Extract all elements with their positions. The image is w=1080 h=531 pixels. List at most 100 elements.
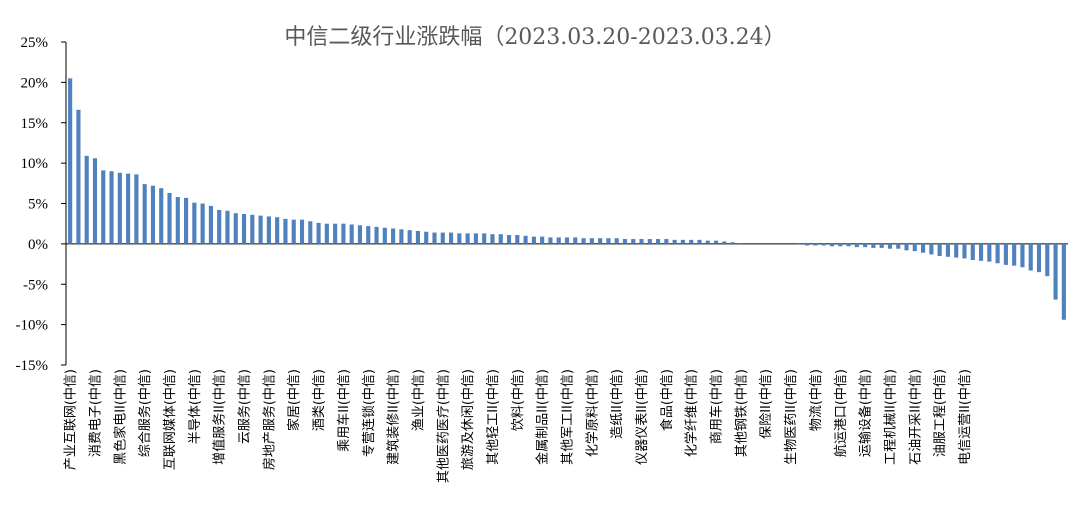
- bar: [656, 239, 661, 244]
- bar: [705, 240, 710, 244]
- x-tick-label: 专营连锁(中信): [361, 369, 377, 457]
- bar: [208, 205, 213, 244]
- bar: [945, 243, 950, 257]
- bar: [84, 155, 89, 244]
- bar: [838, 243, 843, 247]
- y-tick-label: 0%: [28, 237, 48, 253]
- bar: [217, 209, 222, 244]
- bar: [316, 222, 321, 244]
- bar: [805, 243, 810, 246]
- bar: [457, 233, 462, 244]
- bar: [639, 239, 644, 244]
- x-tick-label: 其他钢铁(中信): [734, 369, 749, 457]
- bar: [697, 239, 702, 244]
- x-tick-label: 其他军工II(中信): [561, 369, 576, 465]
- bar: [299, 219, 305, 244]
- bar: [465, 233, 470, 244]
- bar: [854, 243, 859, 248]
- bar: [498, 234, 503, 244]
- x-tick-label: 运输设备(中信): [858, 369, 874, 457]
- bar: [291, 219, 296, 244]
- bar: [937, 243, 942, 256]
- bar: [1028, 243, 1033, 271]
- bar: [912, 243, 917, 252]
- bar: [1012, 243, 1017, 266]
- bar: [548, 237, 553, 244]
- bar: [482, 233, 487, 244]
- bar: [258, 215, 263, 244]
- bar: [730, 242, 735, 244]
- bar: [117, 172, 122, 244]
- bar: [101, 170, 106, 244]
- bar: [664, 239, 669, 244]
- bar: [1053, 243, 1058, 300]
- x-tick-label: 黑色家电II(中信): [112, 369, 128, 465]
- bar: [134, 174, 139, 244]
- bar: [1020, 243, 1025, 268]
- x-tick-label: 商用车(中信): [709, 369, 725, 444]
- bar: [622, 239, 628, 244]
- bar: [680, 239, 686, 244]
- bar: [391, 228, 396, 244]
- y-tick-label: 20%: [21, 75, 49, 91]
- bar: [631, 239, 636, 244]
- x-tick-label: 化学纤维(中信): [684, 369, 700, 457]
- x-tick-label: 综合服务(中信): [137, 369, 153, 457]
- bar: [150, 185, 156, 244]
- x-tick-label: 航运港口(中信): [833, 369, 849, 457]
- bar: [1003, 243, 1008, 265]
- bar: [1045, 243, 1050, 277]
- bar: [556, 237, 561, 244]
- bar: [109, 171, 114, 244]
- bar: [863, 243, 868, 248]
- bar: [821, 243, 826, 246]
- bar: [424, 231, 429, 244]
- bar: [473, 233, 478, 244]
- x-tick-label: 电信运营II(中信): [958, 369, 973, 465]
- bar: [689, 239, 694, 244]
- bar: [1036, 243, 1042, 273]
- bar: [987, 243, 992, 262]
- x-tick-label: 渔业(中信): [411, 369, 426, 431]
- bar: [490, 234, 495, 244]
- bar: [722, 241, 727, 244]
- bar: [738, 243, 743, 244]
- bar: [266, 216, 271, 244]
- bar: [589, 238, 594, 244]
- y-tick-label: 15%: [21, 116, 49, 132]
- bar: [366, 226, 371, 244]
- x-tick-label: 酒类(中信): [312, 369, 327, 431]
- bar: [970, 243, 975, 261]
- y-axis-ticks: 25% 20% 15% 10% 5% 0% -5% -10% -15%: [16, 35, 66, 374]
- bar: [184, 197, 189, 244]
- bar: [399, 229, 404, 244]
- y-tick-label: -5%: [23, 277, 48, 293]
- bar: [233, 213, 238, 244]
- bar: [523, 235, 528, 244]
- bar: [275, 217, 280, 244]
- chart-title: 中信二级行业涨跌幅（2023.03.20-2023.03.24）: [284, 25, 785, 50]
- bar: [382, 227, 387, 244]
- bar: [573, 237, 578, 244]
- bar: [796, 243, 801, 245]
- x-tick-label: 产业互联网(中信): [64, 369, 79, 470]
- bar: [333, 223, 338, 244]
- bar: [250, 214, 255, 244]
- bar: [349, 224, 354, 244]
- bar: [126, 173, 131, 244]
- y-tick-label: 10%: [21, 156, 49, 172]
- chart-bars: [68, 78, 1066, 320]
- bar: [540, 236, 545, 244]
- x-tick-label: 其他医药医疗(中信): [436, 369, 451, 483]
- x-tick-label: 化学原料(中信): [584, 369, 600, 457]
- y-tick-label: -15%: [16, 358, 49, 374]
- bar: [871, 243, 876, 248]
- x-tick-label: 云服务(中信): [237, 369, 253, 444]
- bar: [813, 243, 818, 246]
- x-tick-label: 其他轻工II(中信): [486, 369, 501, 465]
- bar: [978, 243, 984, 261]
- bar: [142, 184, 147, 244]
- y-tick-label: -10%: [16, 318, 49, 334]
- x-tick-label: 食品(中信): [659, 369, 675, 431]
- x-tick-label: 工程机械II(中信): [884, 369, 899, 465]
